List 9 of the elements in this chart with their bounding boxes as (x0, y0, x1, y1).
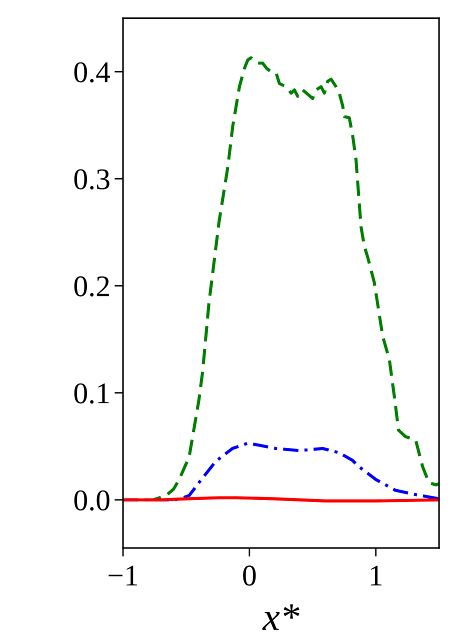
x-tick-label: 1 (370, 566, 382, 586)
y-tick-label: 0.4 (74, 62, 110, 82)
x-tick-label: 0 (243, 566, 256, 586)
y-tick-label: 0.2 (74, 276, 109, 297)
y-tick-label: 0.0 (74, 490, 110, 511)
y-tick-label: 0.1 (74, 383, 109, 404)
y-tick-label: 0.3 (74, 169, 110, 190)
x-axis-title: x* (262, 604, 300, 630)
x-tick-label: −1 (108, 566, 138, 586)
